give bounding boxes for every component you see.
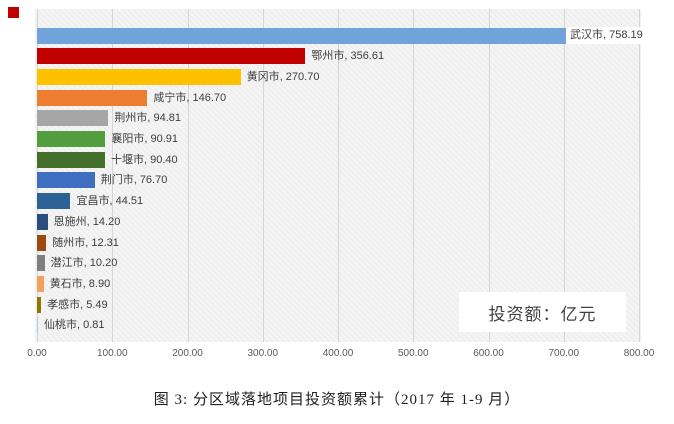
bar-label: 荆州市, 94.81 xyxy=(114,112,181,125)
bar-5 xyxy=(37,110,109,127)
gridline xyxy=(639,9,640,342)
x-tick-label: 0.00 xyxy=(27,348,47,359)
plot-area: 武汉市, 758.19 鄂州市, 356.61 黄冈市, 270.70 咸宁市, 14… xyxy=(35,9,647,342)
bar-8 xyxy=(37,172,95,189)
bar-2 xyxy=(37,48,306,65)
bar-10 xyxy=(37,213,48,230)
x-tick-label: 500.00 xyxy=(397,348,429,359)
x-tick-label: 200.00 xyxy=(172,348,203,359)
bar-13 xyxy=(37,275,44,292)
bar-9 xyxy=(37,193,71,210)
bar-label: 随州市, 12.31 xyxy=(52,236,119,249)
gridline xyxy=(563,9,565,342)
bar-label: 孝感市, 5.49 xyxy=(47,298,108,311)
gridline xyxy=(413,9,415,342)
gridline xyxy=(488,9,490,342)
bar-label: 潜江市, 10.20 xyxy=(50,257,118,270)
red-corner-marker xyxy=(8,7,19,18)
bar-4 xyxy=(37,89,148,106)
bar-label: 鄂州市, 356.61 xyxy=(311,50,385,63)
bar-15 xyxy=(37,317,38,334)
bar-label: 襄阳市, 90.91 xyxy=(111,133,179,145)
bar-label: 十堰市, 90.40 xyxy=(111,153,178,166)
figure-caption: 图 3: 分区域落地项目投资额累计（2017 年 1-9 月） xyxy=(153,392,521,408)
unit-note-box: 投资额：亿元 xyxy=(459,292,626,332)
gridline xyxy=(112,9,114,342)
x-tick-label: 600.00 xyxy=(473,348,504,359)
bar-6 xyxy=(37,131,106,147)
gridline xyxy=(262,9,264,342)
bar-label: 武汉市, 758.19 xyxy=(566,26,647,44)
x-tick-label: 400.00 xyxy=(322,348,354,359)
bar-label: 黄石市, 8.90 xyxy=(49,277,111,290)
x-tick-label: 700.00 xyxy=(548,348,580,359)
bar-label: 宜昌市, 44.51 xyxy=(76,195,144,208)
bar-label: 恩施州, 14.20 xyxy=(53,215,121,228)
x-axis: 0.00 100.00 200.00 300.00 400.00 500.00 600.00… xyxy=(0,348,674,362)
bar-label: 黄冈市, 270.70 xyxy=(246,70,320,83)
bar-1 xyxy=(37,27,608,44)
x-tick-label: 800.00 xyxy=(623,348,655,359)
bar-12 xyxy=(37,255,45,272)
x-tick-label: 100.00 xyxy=(96,348,128,359)
bar-3 xyxy=(37,68,241,85)
bar-label: 仙桃市, 0.81 xyxy=(44,319,105,332)
bar-label: 荆门市, 76.70 xyxy=(100,174,168,187)
x-tick-label: 300.00 xyxy=(247,348,279,359)
bar-7 xyxy=(37,151,106,168)
gridline xyxy=(187,9,189,342)
bar-14 xyxy=(37,296,42,313)
unit-note-label: 投资额：亿元 xyxy=(488,304,597,324)
bar-11 xyxy=(37,234,47,251)
gridline xyxy=(338,9,339,342)
bar-label: 咸宁市, 146.70 xyxy=(153,91,227,104)
